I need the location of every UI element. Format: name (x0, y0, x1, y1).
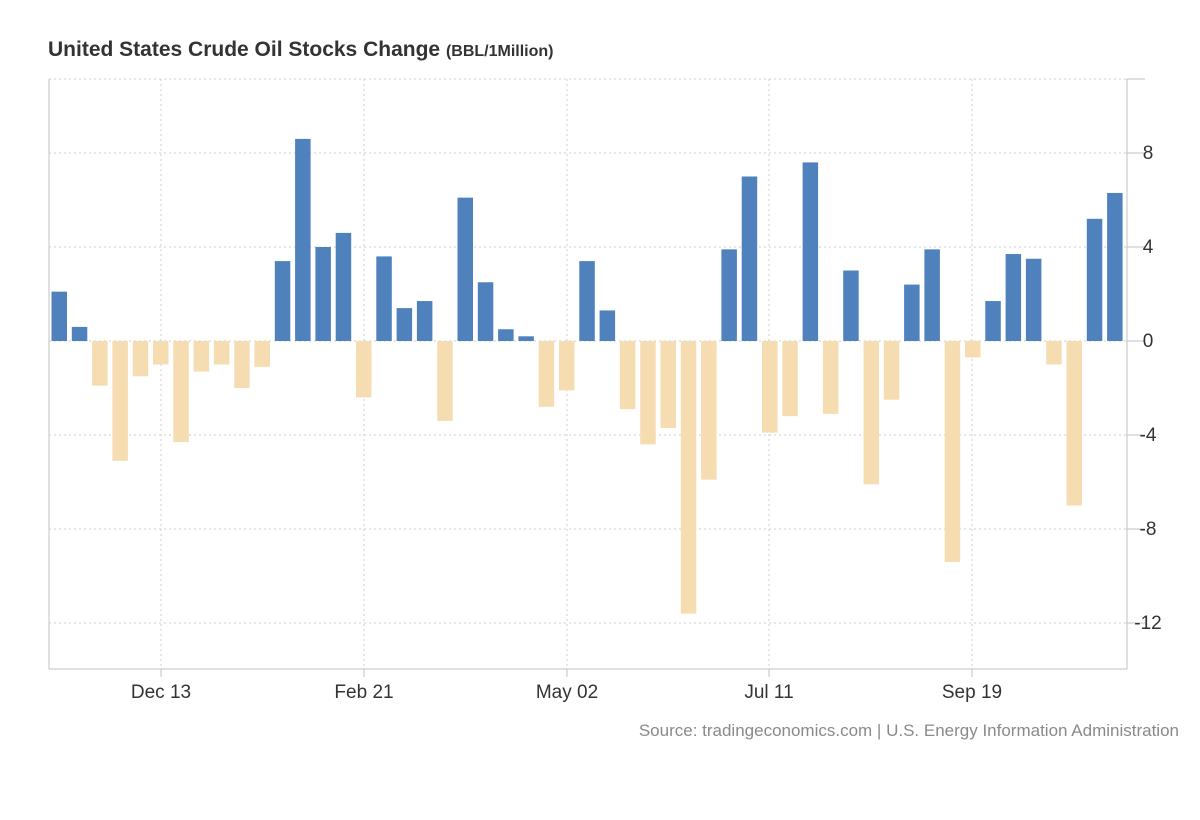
grid (49, 78, 1127, 669)
y-tick-label: -8 (1140, 519, 1157, 540)
bar (985, 301, 1001, 341)
y-tick-label: 0 (1143, 331, 1154, 352)
bar (376, 256, 392, 341)
bar (762, 341, 778, 433)
bar (701, 341, 717, 480)
chart-title: United States Crude Oil Stocks Change (B… (48, 38, 553, 62)
bar (944, 341, 961, 562)
bar (579, 261, 595, 341)
bar (640, 341, 656, 445)
bar (315, 247, 331, 341)
bar (1086, 218, 1103, 341)
bar (904, 284, 920, 341)
bar (213, 341, 230, 365)
bar (498, 329, 514, 341)
bar (416, 301, 433, 341)
bar (153, 341, 169, 365)
bar (883, 341, 900, 400)
source-note: Source: tradingeconomics.com | U.S. Ener… (638, 721, 1179, 740)
bar (721, 249, 737, 341)
bar (173, 341, 189, 443)
bar (356, 341, 372, 398)
bar (234, 341, 250, 388)
bar (193, 341, 210, 372)
bar (599, 310, 616, 341)
bar (132, 341, 149, 377)
bar (559, 341, 575, 391)
bar (335, 232, 352, 341)
x-tick-label: Jul 11 (744, 682, 793, 703)
bar (863, 341, 879, 485)
chart-unit: (BBL/1Million) (445, 43, 554, 60)
bar (843, 270, 859, 341)
bar (619, 341, 636, 410)
bar (274, 261, 291, 341)
y-tick-label: -4 (1140, 425, 1157, 446)
bar (92, 341, 108, 386)
bar (396, 308, 413, 341)
bar (1005, 254, 1022, 341)
bar (254, 341, 270, 367)
bar (782, 341, 798, 417)
bar (518, 336, 534, 341)
bar (924, 249, 940, 341)
x-tick-label: Dec 13 (131, 682, 191, 703)
bars (51, 138, 1123, 614)
y-tick-label: -12 (1134, 613, 1161, 634)
x-tick-label: May 02 (536, 682, 598, 703)
bar (741, 176, 758, 341)
bar (822, 341, 839, 414)
bar (660, 341, 676, 428)
chart-title-text: United States Crude Oil Stocks Change (48, 38, 441, 61)
bar (680, 341, 697, 614)
bar (1107, 192, 1123, 341)
bar (295, 138, 311, 341)
bar (965, 341, 981, 358)
y-tick-label: 4 (1143, 237, 1154, 258)
bar (112, 341, 128, 461)
x-tick-label: Feb 21 (334, 682, 393, 703)
bar (1025, 258, 1042, 341)
bar-chart: 8 4 0 -4 -8 -12 Dec 13 Feb 21 May 02 Jul 11 Sep 19 (48, 78, 1162, 703)
bar (437, 341, 453, 421)
axes: 8 4 0 -4 -8 -12 Dec 13 Feb 21 May 02 Jul 11 Sep 19 (48, 78, 1162, 703)
bar (51, 291, 67, 341)
bar (1046, 341, 1062, 365)
bar (1066, 341, 1082, 506)
bar (802, 162, 819, 341)
y-tick-label: 8 (1143, 143, 1154, 164)
x-tick-label: Sep 19 (942, 682, 1002, 703)
bar (457, 197, 473, 341)
bar (538, 341, 555, 407)
bar (477, 282, 494, 341)
bar (71, 326, 88, 341)
